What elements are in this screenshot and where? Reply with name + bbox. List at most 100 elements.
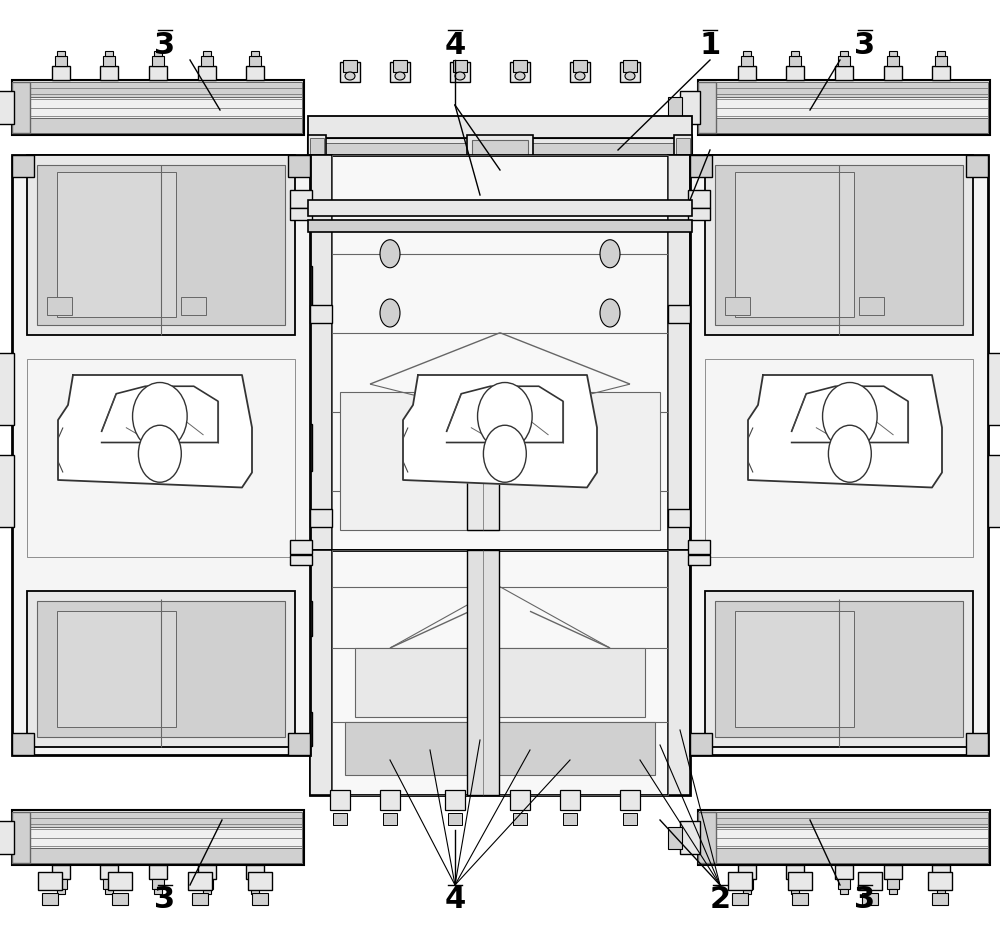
- Ellipse shape: [600, 299, 620, 327]
- Bar: [705, 155, 973, 335]
- Bar: [0, 455, 14, 527]
- Bar: [513, 60, 527, 72]
- Bar: [308, 138, 692, 160]
- Bar: [14, 97, 302, 118]
- Bar: [966, 733, 988, 755]
- Bar: [988, 455, 1000, 527]
- Polygon shape: [447, 387, 563, 442]
- Bar: [288, 155, 310, 177]
- Bar: [932, 893, 948, 905]
- Bar: [728, 872, 752, 890]
- Bar: [37, 165, 285, 325]
- Bar: [105, 51, 113, 56]
- Ellipse shape: [575, 72, 585, 80]
- Bar: [791, 51, 799, 56]
- Bar: [690, 155, 712, 177]
- Bar: [290, 712, 312, 746]
- Bar: [383, 813, 397, 825]
- Bar: [251, 51, 259, 56]
- Bar: [57, 889, 65, 894]
- Text: 3: 3: [154, 30, 176, 59]
- Bar: [340, 392, 660, 530]
- Bar: [620, 790, 640, 810]
- Bar: [448, 813, 462, 825]
- Bar: [290, 190, 312, 208]
- Bar: [112, 893, 128, 905]
- Bar: [105, 889, 113, 894]
- Bar: [310, 550, 332, 795]
- Bar: [288, 733, 310, 755]
- Bar: [308, 220, 692, 232]
- Bar: [690, 733, 712, 755]
- Bar: [290, 266, 312, 313]
- Bar: [484, 216, 516, 248]
- Bar: [676, 138, 690, 198]
- Ellipse shape: [133, 383, 187, 450]
- Polygon shape: [748, 375, 942, 488]
- Ellipse shape: [823, 383, 877, 450]
- Bar: [313, 143, 687, 155]
- Bar: [705, 359, 973, 557]
- Bar: [700, 827, 988, 848]
- Bar: [788, 872, 812, 890]
- Bar: [510, 62, 530, 82]
- Bar: [935, 879, 947, 889]
- Bar: [27, 359, 295, 557]
- Bar: [887, 879, 899, 889]
- Bar: [393, 60, 407, 72]
- Bar: [700, 812, 988, 827]
- Bar: [52, 66, 70, 80]
- Bar: [0, 91, 14, 124]
- Bar: [445, 790, 465, 810]
- Bar: [700, 82, 988, 97]
- Ellipse shape: [515, 72, 525, 80]
- Bar: [246, 865, 264, 879]
- Bar: [192, 893, 208, 905]
- Bar: [932, 865, 950, 879]
- Bar: [310, 155, 690, 550]
- Bar: [55, 56, 67, 66]
- Bar: [290, 208, 312, 220]
- Bar: [188, 872, 212, 890]
- Bar: [12, 80, 304, 135]
- Ellipse shape: [380, 299, 400, 327]
- Bar: [332, 550, 668, 795]
- Bar: [838, 879, 850, 889]
- Bar: [668, 550, 690, 795]
- Bar: [705, 591, 973, 747]
- Bar: [741, 879, 753, 889]
- Ellipse shape: [138, 425, 181, 482]
- Bar: [513, 813, 527, 825]
- Bar: [668, 155, 690, 550]
- Bar: [310, 509, 332, 527]
- Bar: [700, 97, 988, 118]
- Bar: [103, 56, 115, 66]
- Bar: [12, 733, 34, 755]
- Bar: [310, 305, 332, 323]
- Bar: [249, 879, 261, 889]
- Bar: [715, 165, 963, 325]
- Bar: [55, 879, 67, 889]
- Bar: [201, 879, 213, 889]
- Bar: [935, 56, 947, 66]
- Bar: [738, 865, 756, 879]
- Bar: [688, 208, 710, 220]
- Bar: [690, 602, 712, 636]
- Bar: [988, 353, 1000, 425]
- Bar: [152, 879, 164, 889]
- Bar: [467, 135, 533, 220]
- Bar: [198, 865, 216, 879]
- Bar: [467, 550, 499, 795]
- Text: 3: 3: [854, 30, 876, 59]
- Bar: [563, 813, 577, 825]
- Bar: [698, 80, 990, 135]
- Bar: [835, 66, 853, 80]
- Bar: [674, 135, 692, 200]
- Bar: [290, 540, 312, 554]
- Bar: [201, 56, 213, 66]
- Bar: [38, 872, 62, 890]
- Bar: [690, 266, 712, 313]
- Bar: [786, 66, 804, 80]
- Bar: [623, 60, 637, 72]
- Bar: [688, 190, 710, 208]
